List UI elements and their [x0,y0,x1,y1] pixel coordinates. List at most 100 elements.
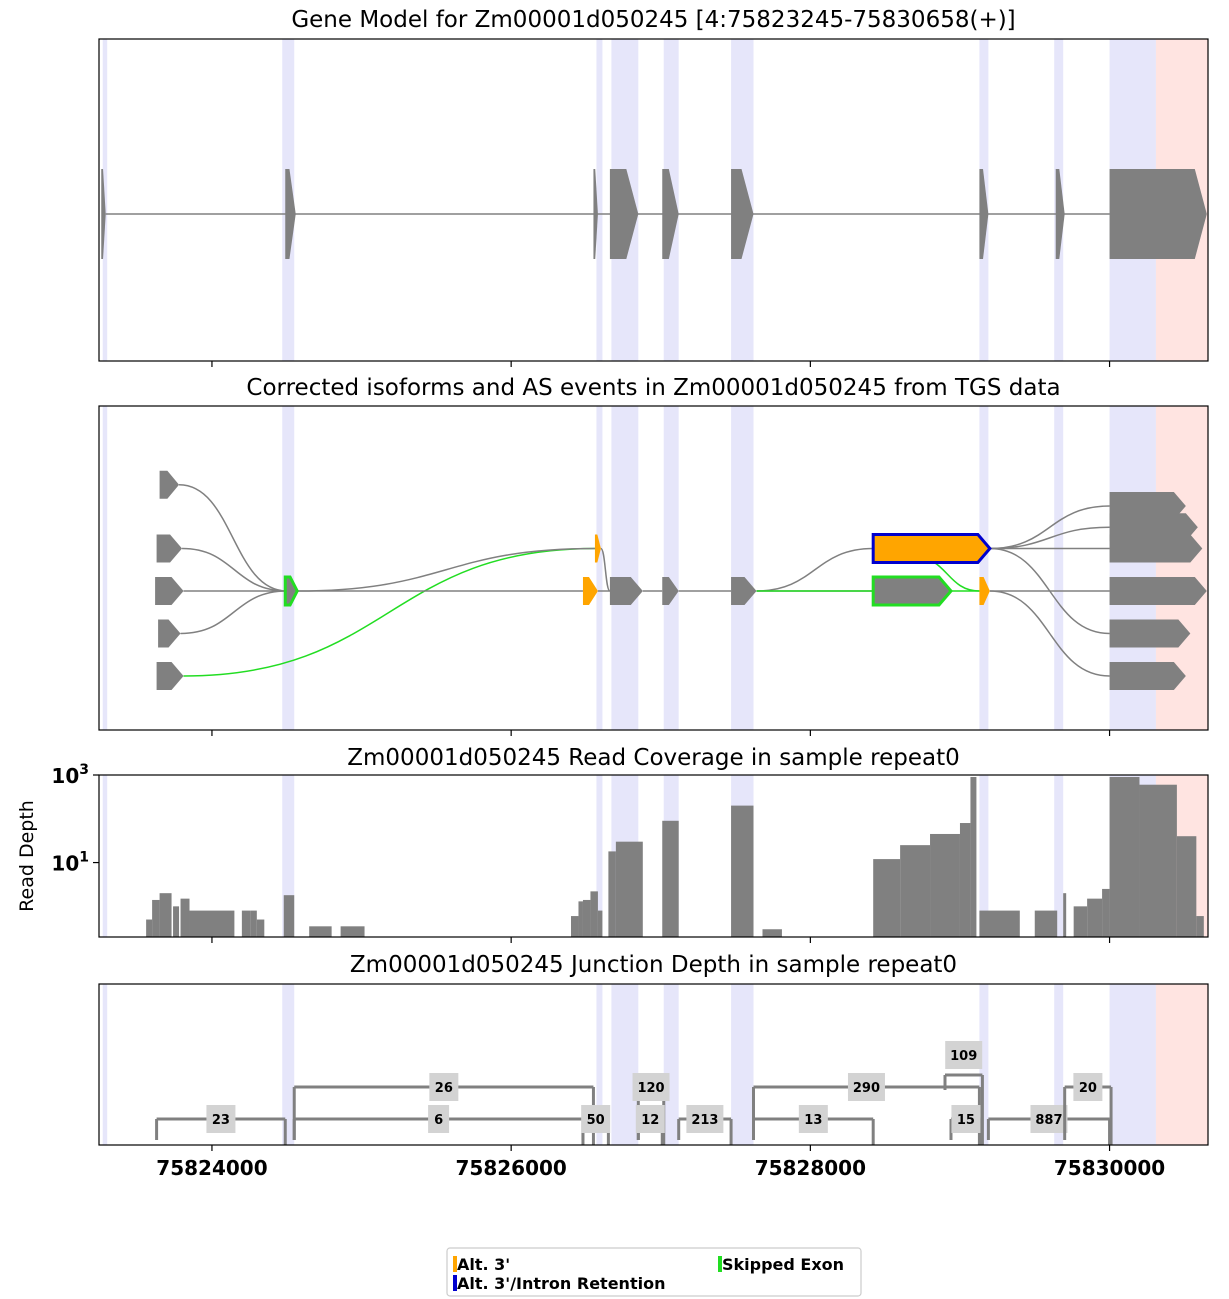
panel-frame-2 [98,774,1209,938]
junction-count-label: 6 [434,1113,443,1128]
exon [609,169,639,259]
exon [979,169,989,259]
coverage-bar [662,820,679,937]
exon [285,169,296,259]
junction-count-label: 23 [212,1113,230,1128]
y-tick-base: 10 [51,764,79,788]
highlight-band [731,984,754,1145]
coverage-bar [309,926,332,937]
coverage-bar [597,910,603,937]
isoform-exon [159,470,180,499]
coverage-bar [731,805,754,937]
x-tick-label: 75828000 [755,1156,866,1180]
coverage-bar [1102,888,1110,937]
junction-arcs: 23 26 6 50 120 12 213 290 13 109 15 887 20 [155,1041,1113,1145]
legend-swatch [453,1275,457,1291]
panel-title-2: Zm00001d050245 Read Coverage in sample r… [347,745,959,771]
highlight-band [102,39,108,361]
coverage-bar [979,910,1020,937]
skipped-exon-junction [183,547,595,677]
coverage-bar [900,845,931,937]
coverage-bar [180,898,190,937]
highlight-band [596,39,603,361]
junction-count-label: 20 [1079,1081,1097,1096]
isoform-junction [989,505,1110,550]
skipped-exon [871,575,953,607]
coverage-bar [173,906,180,937]
skipped-exon [283,575,299,607]
highlight-band [611,984,639,1145]
junction-count-label: 15 [957,1113,975,1128]
junction-count-label: 13 [804,1113,822,1128]
coverage-bar [1087,898,1103,937]
coverage-bar [959,823,971,937]
legend-label: Skipped Exon [722,1255,844,1274]
junction-label-box [632,1073,670,1101]
isoform-exon [1109,492,1186,520]
junction-count-label: 109 [950,1049,977,1064]
junction-label-box [206,1105,236,1133]
isoform-junction [180,590,287,635]
coverage-bar [189,910,235,937]
junction-count-label: 120 [637,1081,664,1096]
isoform-exon [1109,619,1191,648]
junction-count-label: 290 [853,1081,880,1096]
y-tick-label: 103 [51,762,89,788]
highlight-band [282,984,295,1145]
junction-label-box [581,1105,611,1133]
highlight-band [1054,984,1064,1145]
highlight-bands-0 [102,39,1208,361]
highlight-band [1155,984,1208,1145]
isoform-junction [182,547,287,592]
highlight-band [979,984,989,1145]
coverage-bar [762,929,782,937]
alt3-exon [582,577,598,605]
coverage-bar [340,926,365,937]
highlight-band [102,984,108,1145]
highlight-band [282,406,295,730]
isoform-exon [1109,662,1186,690]
alt3-exon [979,577,990,605]
legend-label: Alt. 3'/Intron Retention [457,1274,665,1293]
highlight-bands-1 [102,406,1208,730]
coverage-bar [1063,893,1067,937]
alt3-intron-retention-exon [871,533,992,564]
junction-label-box [1030,1105,1068,1133]
junction-label-box [686,1105,724,1133]
alt3-exon [594,534,601,563]
isoform-junction [179,484,287,592]
panel-title-1: Corrected isoforms and AS events in Zm00… [246,375,1060,401]
legend-frame [446,1247,862,1297]
coverage-bar [970,777,977,937]
highlight-band [102,406,108,730]
coverage-bar [1109,777,1140,937]
isoform-exon [1109,513,1198,542]
coverage-bar [582,899,591,937]
panel-frame-1 [98,405,1209,731]
legend-swatch [453,1256,457,1272]
isoform-exon [731,577,757,605]
highlight-band [663,984,679,1145]
y-tick-label: 101 [51,850,89,876]
coverage-bar [590,891,598,937]
isoform-exon [156,662,184,690]
junction-count-label: 887 [1035,1113,1062,1128]
coverage-bar [570,916,579,937]
highlight-band [979,775,989,937]
coverage-bar [1073,906,1088,937]
isoform-exon [1109,577,1207,605]
isoform-exon [662,577,679,605]
highlight-band [1054,406,1064,730]
junction-count-label: 50 [587,1113,605,1128]
highlight-band [1054,775,1064,937]
isoform-exon [155,577,184,605]
x-tick-label: 75830000 [1054,1156,1165,1180]
coverage-bar [873,859,901,937]
highlight-band [663,406,679,730]
exon [731,169,754,259]
highlight-band [282,775,295,937]
legend: Alt. 3'Alt. 3'/Intron Retention Skipped E… [446,1247,862,1297]
junction-label-box [945,1041,983,1069]
exon [1109,169,1207,259]
coverage-bar [608,851,616,937]
